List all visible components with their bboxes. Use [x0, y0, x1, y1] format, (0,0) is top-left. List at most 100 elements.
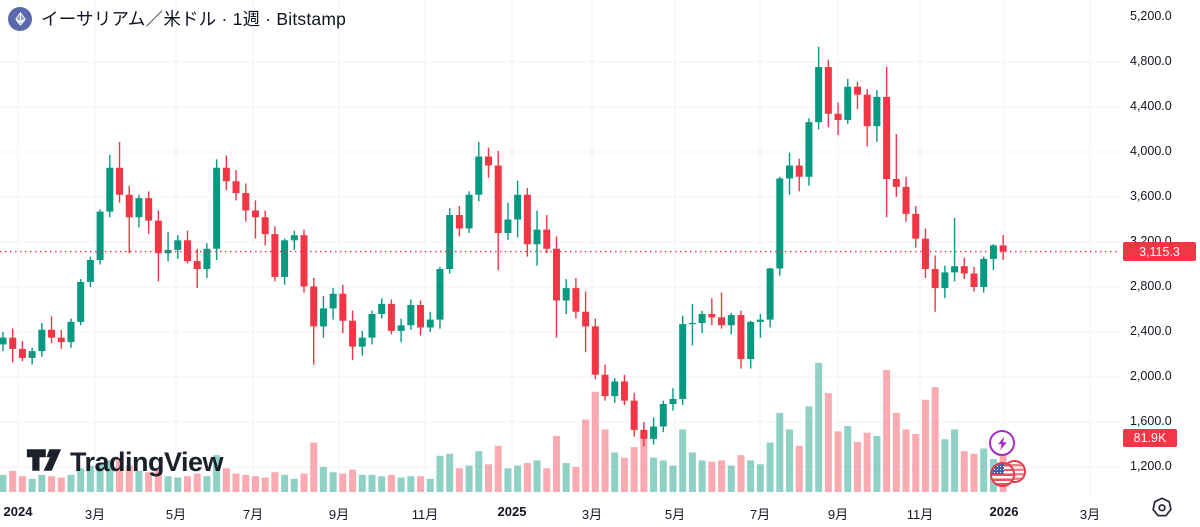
volume-bar	[980, 448, 988, 492]
candle-body	[786, 165, 794, 179]
time-axis-tick: 11月	[906, 507, 934, 522]
volume-bar	[795, 445, 803, 492]
candle-body	[407, 305, 415, 326]
volume-bar	[417, 476, 425, 492]
flag-canton	[992, 464, 1004, 474]
symbol-title[interactable]: イーサリアム／米ドル · 1週 · Bitstamp	[41, 9, 347, 29]
price-axis-tick: 3,600.0	[1130, 189, 1172, 203]
candle-body	[659, 404, 667, 427]
candle-body	[485, 156, 492, 166]
volume-bar	[116, 457, 124, 492]
volume-bar	[921, 399, 929, 492]
candle-body	[203, 248, 211, 269]
volume-bar	[601, 429, 609, 492]
realtime-lightning-icon[interactable]	[989, 430, 1015, 456]
candle-body	[339, 293, 347, 321]
volume-bar	[310, 442, 318, 492]
volume-bar	[77, 468, 85, 492]
candle-body	[630, 400, 638, 430]
volume-bar	[106, 460, 114, 492]
price-axis-tick: 1,600.0	[1130, 414, 1172, 428]
time-axis-tick: 9月	[827, 507, 849, 522]
candle-body	[718, 317, 726, 326]
volume-bar	[222, 468, 230, 492]
volume-bar	[378, 476, 386, 492]
candle-body	[552, 248, 560, 301]
volume-bar	[931, 387, 939, 492]
volume-bar	[630, 447, 638, 492]
candle-body	[611, 381, 619, 397]
candle-body	[116, 167, 124, 195]
candle-body	[222, 167, 230, 182]
candle-body	[523, 194, 531, 245]
candle-body	[776, 178, 784, 269]
volume-bar	[786, 429, 794, 492]
volume-bar	[941, 439, 949, 492]
volume-bar	[436, 455, 444, 492]
volume-bar	[514, 465, 522, 492]
tradingview-watermark[interactable]: TradingView	[26, 447, 224, 478]
candle-body	[455, 215, 463, 229]
candle-body	[174, 240, 182, 250]
us-flag-icon[interactable]	[990, 462, 1015, 487]
volume-bar	[261, 477, 269, 492]
candle-body	[620, 381, 628, 401]
volume-bar	[620, 457, 628, 492]
volume-bar	[766, 442, 774, 492]
candle-body	[426, 319, 434, 328]
volume-bar	[883, 370, 891, 492]
volume-bar	[747, 460, 755, 492]
candle-body	[310, 286, 318, 327]
candle-body	[999, 245, 1007, 252]
candle-body	[756, 319, 764, 322]
price-axis[interactable]: 5,200.0 4,800.0 4,400.0 4,000.0 3,600.0 3,200…	[1122, 0, 1200, 497]
candle-body	[77, 281, 85, 322]
candle-body	[708, 314, 716, 318]
price-axis-tick: 5,200.0	[1130, 9, 1172, 23]
time-axis-tick: 2026	[989, 504, 1019, 519]
volume-bar	[242, 474, 250, 492]
candle-body	[688, 323, 696, 325]
candle-body	[514, 194, 522, 220]
candle-body	[378, 303, 386, 314]
volume-bar	[650, 457, 658, 492]
candle-body	[0, 337, 7, 345]
volume-bar	[57, 477, 65, 492]
volume-bar	[611, 452, 619, 492]
volume-bar	[834, 431, 842, 492]
axis-settings-button[interactable]	[1149, 495, 1175, 521]
volume-bar	[213, 455, 221, 492]
volume-bar	[358, 474, 366, 492]
time-axis-tick: 5月	[664, 507, 686, 522]
volume-bar	[9, 470, 17, 492]
candle-body	[863, 94, 871, 127]
candle-body	[912, 213, 920, 239]
time-axis-tick: 7月	[242, 507, 264, 522]
volume-bar	[863, 432, 871, 492]
ethereum-icon	[8, 6, 32, 31]
volume-bar	[844, 426, 852, 492]
volume-bar	[504, 468, 512, 492]
time-axis[interactable]: 2024 3月 5月 7月 9月 11月 2025 3月 5月 7月 9月 11月 2026 3月	[0, 497, 1120, 527]
volume-bar	[475, 451, 483, 492]
candle-body	[572, 288, 580, 312]
candle-body	[766, 268, 774, 320]
volume-label: 81.9K	[1123, 429, 1177, 447]
tradingview-logo-icon	[26, 447, 62, 478]
candle-body	[387, 303, 395, 331]
candle-body	[737, 315, 745, 359]
volume-bar	[591, 391, 599, 492]
candle-body	[193, 261, 201, 269]
volume-bar	[698, 460, 706, 492]
volume-bar	[446, 453, 454, 492]
candle-body	[601, 374, 609, 397]
time-axis-tick: 2024	[3, 504, 33, 519]
volume-bar	[543, 468, 551, 492]
price-axis-tick: 4,400.0	[1130, 99, 1172, 113]
time-axis-tick: 7月	[749, 507, 771, 522]
candle-body	[533, 229, 541, 245]
candle-body	[980, 258, 988, 287]
price-axis-tick: 2,400.0	[1130, 324, 1172, 338]
volume-bar	[96, 463, 104, 492]
